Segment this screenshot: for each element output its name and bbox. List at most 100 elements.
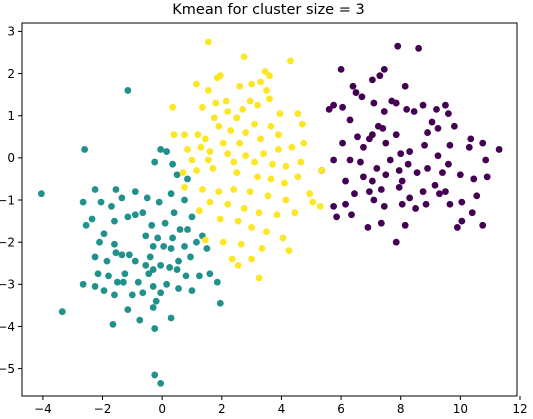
data-point bbox=[118, 251, 126, 259]
data-point bbox=[453, 224, 461, 231]
data-point bbox=[209, 165, 217, 172]
data-points bbox=[37, 38, 503, 387]
data-point bbox=[182, 272, 190, 280]
data-point bbox=[199, 186, 206, 193]
data-point bbox=[234, 261, 242, 269]
data-point bbox=[109, 320, 117, 328]
data-point bbox=[465, 143, 473, 151]
data-point bbox=[118, 194, 126, 202]
data-point bbox=[94, 270, 102, 278]
data-point bbox=[149, 266, 157, 273]
data-point bbox=[181, 196, 188, 204]
data-point bbox=[298, 120, 306, 128]
data-point bbox=[173, 266, 181, 273]
data-point bbox=[258, 245, 266, 252]
data-point bbox=[395, 183, 403, 191]
data-point bbox=[479, 139, 487, 147]
data-point bbox=[108, 202, 115, 210]
data-point bbox=[157, 289, 165, 297]
data-point bbox=[275, 131, 282, 139]
data-point bbox=[154, 234, 162, 242]
data-point bbox=[248, 255, 256, 263]
data-point bbox=[236, 82, 244, 90]
data-point bbox=[181, 183, 188, 191]
x-tick-label: 2 bbox=[218, 402, 226, 416]
data-point bbox=[267, 122, 275, 130]
data-point bbox=[291, 209, 299, 217]
data-point bbox=[318, 167, 326, 174]
data-point bbox=[446, 141, 454, 149]
data-point bbox=[419, 188, 427, 195]
data-point bbox=[196, 207, 203, 214]
data-point bbox=[111, 291, 118, 299]
data-point bbox=[91, 253, 99, 261]
data-point bbox=[410, 108, 418, 115]
data-point bbox=[342, 200, 349, 208]
data-point bbox=[188, 156, 196, 164]
data-point bbox=[419, 101, 427, 109]
data-point bbox=[406, 148, 414, 155]
data-point bbox=[149, 283, 157, 290]
data-point bbox=[79, 280, 87, 288]
data-point bbox=[342, 177, 349, 185]
data-point bbox=[248, 224, 256, 231]
data-point bbox=[204, 156, 212, 164]
data-point bbox=[179, 169, 187, 177]
data-point bbox=[255, 209, 263, 217]
data-point bbox=[187, 253, 194, 261]
data-point bbox=[479, 221, 487, 229]
data-point bbox=[145, 270, 153, 278]
data-point bbox=[240, 205, 248, 212]
data-point bbox=[233, 114, 241, 122]
data-point bbox=[254, 101, 261, 109]
data-point bbox=[237, 240, 245, 248]
data-point bbox=[458, 217, 466, 225]
data-point bbox=[346, 156, 354, 164]
data-point bbox=[184, 146, 191, 153]
data-point bbox=[167, 314, 175, 322]
data-point bbox=[169, 160, 176, 168]
data-point bbox=[131, 188, 139, 195]
data-point bbox=[257, 78, 264, 86]
data-point bbox=[346, 116, 354, 124]
data-point bbox=[275, 146, 282, 153]
data-point bbox=[255, 274, 263, 282]
data-point bbox=[428, 118, 436, 126]
data-point bbox=[201, 236, 209, 244]
x-tick-label: 0 bbox=[158, 402, 166, 416]
data-point bbox=[257, 135, 264, 143]
data-point bbox=[227, 127, 235, 134]
data-point bbox=[112, 186, 120, 193]
data-point bbox=[206, 198, 214, 206]
data-point bbox=[261, 68, 269, 75]
data-point bbox=[82, 221, 90, 229]
data-point bbox=[297, 158, 305, 166]
data-point bbox=[176, 226, 184, 233]
data-point bbox=[379, 124, 387, 132]
data-point bbox=[380, 108, 388, 115]
data-point bbox=[157, 146, 165, 153]
data-point bbox=[351, 190, 358, 198]
data-point bbox=[397, 150, 405, 158]
data-point bbox=[339, 103, 346, 111]
data-point bbox=[173, 171, 181, 179]
data-point bbox=[445, 110, 452, 118]
data-point bbox=[406, 194, 414, 202]
data-point bbox=[401, 221, 409, 229]
data-point bbox=[330, 101, 338, 109]
data-point bbox=[273, 211, 281, 219]
x-tick-label: 10 bbox=[453, 402, 468, 416]
data-point bbox=[394, 42, 402, 50]
data-point bbox=[111, 217, 118, 225]
data-point bbox=[370, 196, 378, 204]
data-point bbox=[470, 175, 478, 183]
data-point bbox=[193, 238, 200, 246]
data-point bbox=[349, 82, 357, 90]
data-point bbox=[294, 173, 302, 181]
data-point bbox=[103, 257, 111, 265]
data-point bbox=[142, 232, 150, 240]
data-point bbox=[380, 202, 388, 210]
y-tick-label: 1 bbox=[7, 109, 15, 123]
data-point bbox=[143, 194, 151, 202]
